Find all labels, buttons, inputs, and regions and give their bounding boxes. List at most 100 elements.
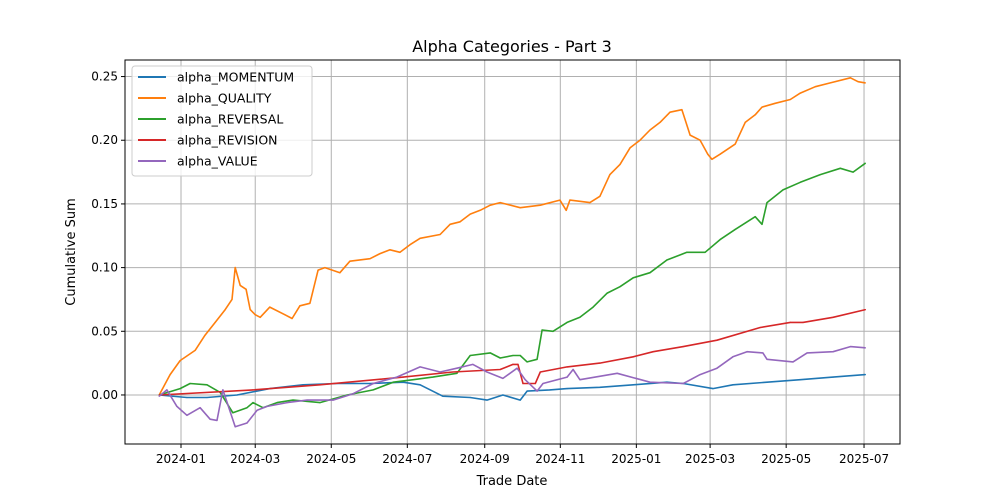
series-line-alpha-quality (158, 77, 866, 396)
data-point (589, 202, 591, 204)
data-point (849, 345, 851, 348)
data-point (369, 258, 371, 260)
data-point (234, 426, 236, 428)
data-point (224, 309, 226, 311)
data-point (782, 189, 784, 191)
data-point (669, 111, 671, 113)
data-point (186, 396, 188, 399)
data-point (744, 121, 746, 124)
data-point (534, 382, 536, 385)
data-point (292, 399, 294, 401)
data-point (402, 376, 404, 378)
data-point (565, 209, 567, 211)
data-point (158, 395, 160, 397)
data-point (206, 384, 208, 386)
data-point (629, 147, 631, 149)
plot-frame (124, 59, 901, 445)
data-point (852, 171, 854, 173)
x-tick-label: 2024-03 (230, 452, 280, 466)
data-point (799, 92, 801, 94)
data-point (252, 402, 254, 404)
data-point (379, 252, 381, 255)
data-point (286, 402, 288, 404)
data-point (539, 371, 541, 373)
data-point (349, 260, 351, 262)
data-point (716, 339, 718, 341)
data-point (469, 396, 471, 399)
data-point (766, 202, 768, 204)
y-axis-label: Cumulative Sum (64, 198, 79, 306)
series-line-alpha-revision (159, 308, 866, 396)
data-point (256, 409, 258, 411)
data-point (194, 349, 196, 351)
data-point (317, 269, 319, 271)
data-point (682, 345, 684, 348)
data-point (245, 288, 247, 290)
data-point (516, 367, 518, 369)
data-point (234, 267, 236, 269)
data-point (216, 419, 218, 422)
data-point (639, 139, 641, 141)
y-tick-label: 0.15 (91, 197, 118, 211)
data-point (489, 352, 491, 354)
data-point (536, 390, 538, 392)
data-point (246, 407, 248, 409)
chart-title: Alpha Categories - Part 3 (412, 37, 612, 56)
data-point (732, 384, 734, 386)
data-point (566, 366, 568, 368)
data-point (619, 163, 621, 166)
data-point (512, 354, 514, 357)
data-point (399, 251, 401, 253)
data-point (806, 352, 808, 354)
data-point (499, 368, 501, 371)
data-point (254, 314, 256, 316)
data-point (166, 389, 168, 391)
data-point (569, 199, 571, 201)
data-point (269, 306, 271, 308)
data-point (459, 221, 461, 223)
x-tick-label: 2024-11 (535, 452, 585, 466)
data-point (432, 376, 434, 378)
data-point (832, 351, 834, 353)
legend-label: alpha_REVISION (177, 133, 278, 148)
data-point (456, 367, 458, 369)
data-point (789, 321, 791, 323)
data-point (412, 379, 414, 381)
x-tick-label: 2024-01 (156, 452, 206, 466)
data-point (549, 389, 551, 391)
x-tick-label: 2025-05 (761, 452, 811, 466)
data-point (522, 382, 524, 385)
data-point (649, 129, 651, 131)
data-point (306, 399, 308, 401)
data-point (754, 114, 756, 116)
data-point (599, 386, 601, 388)
data-point (199, 407, 201, 409)
data-point (439, 371, 441, 373)
data-point (372, 389, 374, 391)
data-point (526, 361, 528, 363)
data-point (276, 402, 278, 404)
data-point (592, 306, 594, 308)
data-point (707, 153, 709, 155)
data-point (479, 209, 481, 211)
data-point (442, 395, 444, 397)
data-point (649, 381, 651, 383)
data-point (619, 286, 621, 288)
data-point (541, 329, 543, 331)
data-point (519, 207, 521, 209)
data-point (231, 298, 233, 301)
data-point (849, 77, 851, 79)
data-point (179, 387, 181, 390)
data-point (599, 195, 601, 197)
data-point (456, 372, 458, 374)
data-point (632, 277, 634, 279)
data-point (502, 394, 504, 396)
legend-label: alpha_REVERSAL (177, 112, 283, 127)
data-point (689, 134, 691, 136)
data-point (396, 376, 398, 378)
data-point (319, 402, 321, 404)
data-point (266, 405, 268, 408)
data-point (209, 418, 211, 420)
data-point (864, 82, 866, 84)
